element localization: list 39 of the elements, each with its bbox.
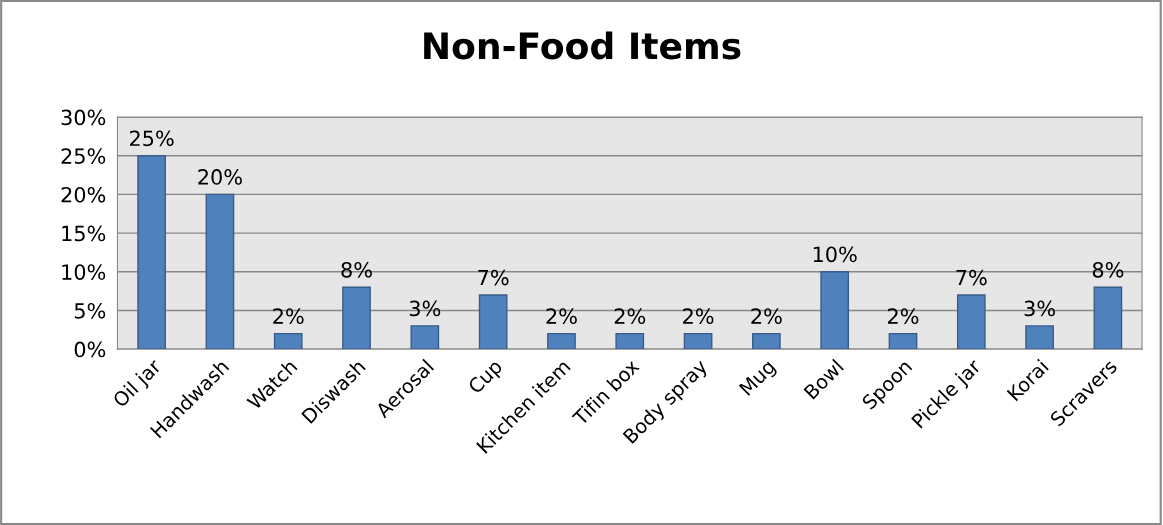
bar xyxy=(205,193,235,350)
data-label: 3% xyxy=(1024,300,1055,317)
bar xyxy=(820,271,850,350)
bar xyxy=(956,294,986,350)
bar xyxy=(888,332,918,350)
data-label: 2% xyxy=(614,308,646,325)
data-label: 8% xyxy=(1092,261,1124,278)
bar xyxy=(683,332,713,350)
data-label: 2% xyxy=(751,308,782,325)
data-label: 20% xyxy=(198,169,242,185)
y-tick-label: 5% xyxy=(74,302,106,319)
data-label: 10% xyxy=(813,246,857,263)
y-tick-label: 25% xyxy=(61,148,106,164)
bar xyxy=(1093,286,1123,350)
data-label: 7% xyxy=(956,269,987,286)
bar xyxy=(137,155,166,350)
bar xyxy=(410,325,440,350)
data-label: 2% xyxy=(887,308,919,325)
data-label: 2% xyxy=(546,308,577,325)
x-tick-label: Cup xyxy=(467,358,506,398)
bar xyxy=(752,332,781,350)
data-label: 2% xyxy=(683,308,714,325)
chart-title: Non-Food Items xyxy=(424,31,741,60)
y-tick-label: 15% xyxy=(62,225,106,242)
data-label: 3% xyxy=(409,300,441,317)
y-tick-label: 10% xyxy=(62,264,106,280)
y-tick-label: 0% xyxy=(74,341,106,358)
bar xyxy=(273,332,303,350)
y-tick-label: 20% xyxy=(61,186,106,203)
data-label: 8% xyxy=(341,261,372,278)
bar xyxy=(1025,325,1054,350)
bar xyxy=(342,286,371,350)
data-label: 2% xyxy=(273,308,304,325)
bar xyxy=(615,332,645,350)
data-label: 25% xyxy=(129,130,174,147)
data-label: 7% xyxy=(478,269,509,286)
bar xyxy=(478,294,508,350)
y-tick-label: 30% xyxy=(61,109,106,126)
bar xyxy=(547,332,576,350)
